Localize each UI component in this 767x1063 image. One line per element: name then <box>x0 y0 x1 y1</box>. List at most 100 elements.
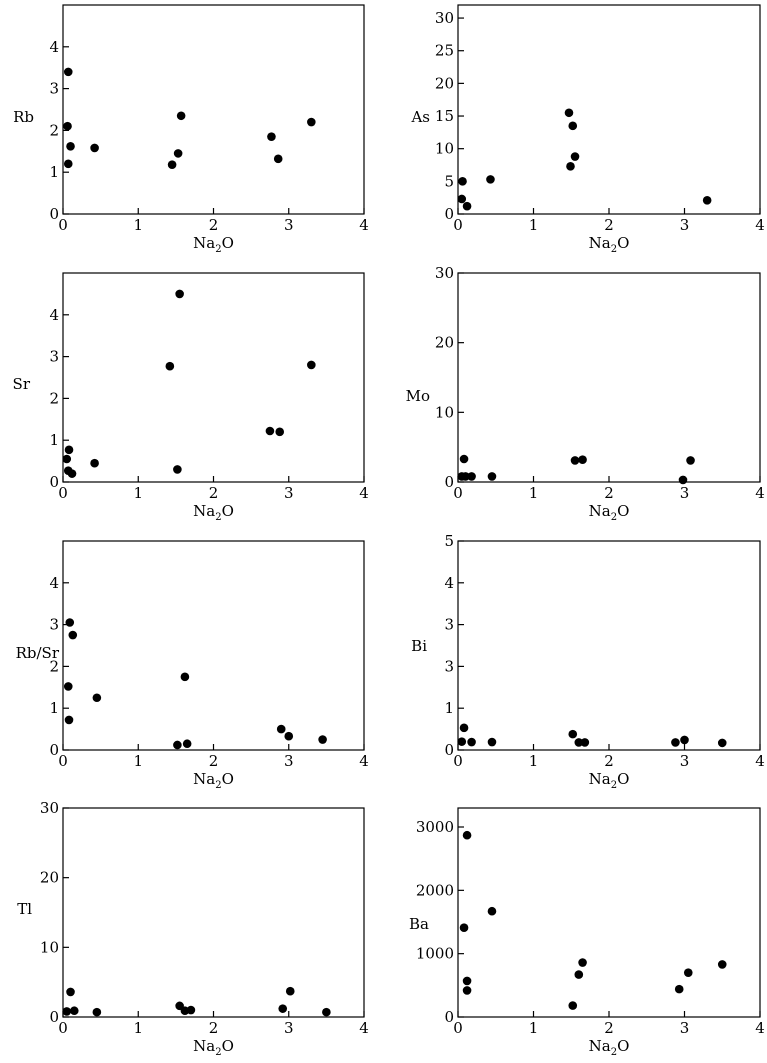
data-point <box>570 456 580 465</box>
y-tick-label: 4 <box>49 306 59 324</box>
y-tick-label: 15 <box>435 107 454 125</box>
data-point <box>683 968 693 977</box>
data-point <box>63 159 73 169</box>
x-axis-label: Na2O <box>589 770 630 791</box>
data-point <box>285 986 295 996</box>
data-point <box>717 960 727 969</box>
data-point <box>462 986 472 995</box>
x-tick-label: 0 <box>58 216 68 234</box>
data-point <box>674 984 684 994</box>
y-tick-label: 1 <box>444 699 454 717</box>
y-tick-label: 10 <box>40 938 59 956</box>
data-point <box>467 737 476 747</box>
y-tick-label: 10 <box>435 140 454 158</box>
y-tick-label: 0 <box>49 473 59 491</box>
y-axis-label: Bi <box>411 637 427 655</box>
y-axis-label: Rb/Sr <box>16 644 60 662</box>
y-tick-label: 2000 <box>416 881 454 899</box>
x-tick-label: 2 <box>209 216 219 234</box>
panel-bi: 0 1 2 3 4 0 1 3 3 4 5 Na2O Bi <box>411 532 765 791</box>
x-tick-label: 4 <box>755 752 765 770</box>
y-tick-label: 4 <box>49 38 59 56</box>
data-point <box>173 149 183 158</box>
x-tick-label: 3 <box>284 752 294 770</box>
plot-frame <box>457 540 761 751</box>
x-tick-label: 4 <box>359 216 369 234</box>
panel-mo: 0 1 2 3 4 0 10 20 30 Na2O Mo <box>406 264 765 523</box>
x-tick-label: 0 <box>453 1019 463 1037</box>
data-point <box>457 194 467 204</box>
y-tick-label: 0 <box>444 473 454 491</box>
data-point <box>165 361 175 371</box>
data-point <box>580 738 590 747</box>
data-point <box>564 108 574 118</box>
data-point <box>64 445 74 455</box>
data-point <box>578 455 587 465</box>
data-point <box>487 472 497 481</box>
x-tick-label: 1 <box>133 1019 143 1037</box>
data-point <box>182 739 192 749</box>
data-point <box>273 154 283 164</box>
y-tick-label: 3 <box>49 348 59 366</box>
y-tick-label: 1000 <box>416 945 454 963</box>
y-tick-label: 1 <box>49 699 59 717</box>
panel-sr: 0 1 2 3 4 0 1 2 3 4 Na2O Sr <box>13 272 369 523</box>
x-tick-label: 3 <box>284 1019 294 1037</box>
x-tick-label: 1 <box>133 484 143 502</box>
x-axis-label: Na2O <box>193 234 234 255</box>
y-axis-label: Ba <box>409 915 429 933</box>
data-point <box>267 132 276 141</box>
x-tick-label: 4 <box>755 484 765 502</box>
y-tick-label: 20 <box>40 869 59 887</box>
y-tick-label: 3 <box>444 657 454 675</box>
data-point <box>90 458 99 468</box>
plot-frame <box>62 272 365 483</box>
data-point <box>458 177 467 186</box>
x-tick-label: 0 <box>58 1019 68 1037</box>
data-point <box>578 958 587 967</box>
data-point <box>680 735 689 745</box>
data-point <box>486 175 495 184</box>
plot-frame <box>457 4 761 215</box>
y-tick-label: 5 <box>444 172 454 190</box>
y-tick-label: 1 <box>49 431 59 449</box>
data-point <box>265 426 275 436</box>
y-tick-label: 3 <box>444 616 454 634</box>
data-point <box>462 201 472 211</box>
x-tick-label: 2 <box>604 752 614 770</box>
data-point <box>66 141 75 151</box>
panel-tl: 0 1 2 3 4 0 10 20 30 Na2O Tl <box>17 799 369 1058</box>
panel-rb-sr: 0 1 2 3 4 0 1 2 3 4 Na2O Rb/Sr <box>16 540 369 791</box>
y-tick-label: 2 <box>49 121 59 139</box>
data-point <box>487 906 497 916</box>
data-point <box>717 738 727 748</box>
y-tick-label: 0 <box>49 205 59 223</box>
panel-rb: 0 1 2 3 4 0 1 2 3 4 Na2O Rb <box>13 4 369 255</box>
data-point <box>275 427 285 437</box>
x-tick-label: 4 <box>359 752 369 770</box>
data-point <box>671 738 680 747</box>
data-point <box>284 731 294 741</box>
panel-ba: 0 1 2 3 4 0 1000 2000 3000 Na2O Ba <box>409 807 765 1058</box>
y-tick-label: 0 <box>444 741 454 759</box>
y-tick-label: 3000 <box>416 818 454 836</box>
x-axis-label: Na2O <box>589 502 630 523</box>
y-axis-label: Rb <box>13 108 34 126</box>
data-point <box>467 472 476 481</box>
data-point <box>173 465 182 474</box>
y-tick-label: 30 <box>40 799 59 817</box>
x-tick-label: 1 <box>133 752 143 770</box>
data-point <box>487 737 497 747</box>
x-tick-label: 1 <box>133 216 143 234</box>
data-point <box>65 618 75 627</box>
data-point <box>461 472 470 481</box>
y-tick-label: 3 <box>49 80 59 98</box>
x-axis-label: Na2O <box>589 234 630 255</box>
y-tick-label: 3 <box>49 616 59 634</box>
x-tick-label: 1 <box>529 1019 539 1037</box>
data-point <box>568 1001 578 1010</box>
data-point <box>186 1005 196 1015</box>
x-tick-label: 1 <box>529 752 539 770</box>
data-point <box>457 737 467 746</box>
data-point <box>175 289 184 299</box>
